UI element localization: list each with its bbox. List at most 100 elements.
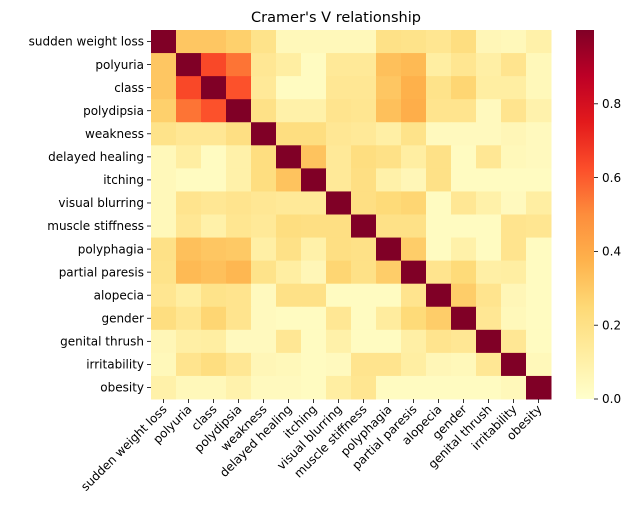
heatmap-cell (226, 99, 252, 123)
heatmap-cell (351, 76, 377, 100)
heatmap-cell (251, 329, 277, 354)
heatmap-cell (151, 260, 177, 285)
heatmap-cell (376, 237, 402, 262)
heatmap-cell (376, 30, 402, 54)
heatmap-cell (176, 283, 202, 308)
heatmap-cell (351, 375, 377, 400)
heatmap-cell (176, 30, 202, 54)
heatmap-cell (201, 191, 227, 215)
heatmap-cell (401, 329, 427, 354)
heatmap-cell (476, 237, 502, 262)
heatmap-cell (351, 122, 377, 146)
heatmap-cell (226, 168, 252, 192)
heatmap-cell (376, 99, 402, 123)
heatmap-cell (301, 329, 327, 354)
heatmap-cell (151, 375, 177, 400)
heatmap-cell (476, 168, 502, 192)
heatmap-cell (476, 145, 502, 169)
heatmap-cell (351, 191, 377, 215)
heatmap-cell (251, 191, 277, 215)
heatmap-cell (451, 237, 477, 262)
y-tick-label: gender (101, 311, 144, 325)
heatmap-cell (176, 76, 202, 100)
heatmap-cell (401, 53, 427, 77)
heatmap-cell (326, 145, 352, 169)
heatmap-cell (526, 145, 552, 169)
heatmap-cell (201, 99, 227, 123)
heatmap-cell (501, 329, 527, 354)
heatmap-cell (476, 214, 502, 239)
heatmap-cell (476, 30, 502, 54)
heatmap-cell (251, 76, 277, 100)
heatmap-cell (201, 283, 227, 308)
y-tick-label: polyuria (95, 58, 144, 72)
y-tick-label: genital thrush (60, 335, 144, 349)
heatmap-cell (351, 30, 377, 54)
heatmap-cell (351, 352, 377, 377)
heatmap-cell (201, 168, 227, 192)
heatmap-cell (326, 237, 352, 262)
heatmap-cell (301, 375, 327, 400)
heatmap-cell (276, 260, 302, 285)
heatmap-cell (326, 122, 352, 146)
heatmap-cell (301, 306, 327, 331)
heatmap-cell (351, 329, 377, 354)
heatmap-cell (201, 53, 227, 77)
colorbar-scale (576, 30, 594, 399)
heatmap-cell (251, 306, 277, 331)
heatmap-cell (401, 168, 427, 192)
heatmap-cell (276, 168, 302, 192)
heatmap-cell (526, 283, 552, 308)
heatmap-cell (326, 352, 352, 377)
heatmap-cell (301, 99, 327, 123)
heatmap-cell (251, 145, 277, 169)
heatmap-cell (226, 329, 252, 354)
heatmap-cell (251, 260, 277, 285)
heatmap-cell (426, 30, 452, 54)
heatmap-cell (201, 306, 227, 331)
heatmap-cell (226, 145, 252, 169)
heatmap-cell (151, 122, 177, 146)
heatmap-cell (226, 352, 252, 377)
y-tick-label: obesity (100, 381, 144, 395)
heatmap-cell (476, 260, 502, 285)
heatmap-cell (276, 375, 302, 400)
heatmap-cell (201, 260, 227, 285)
heatmap-cell (251, 283, 277, 308)
heatmap-cell (451, 214, 477, 239)
heatmap-cell (251, 122, 277, 146)
heatmap-cell (501, 214, 527, 239)
heatmap-cell (401, 237, 427, 262)
heatmap-cell (276, 145, 302, 169)
heatmap-cell (176, 237, 202, 262)
heatmap-cell (501, 375, 527, 400)
heatmap-cell (426, 260, 452, 285)
y-tick-label: muscle stiffness (47, 219, 144, 233)
heatmap-cell (501, 30, 527, 54)
heatmap-cell (476, 99, 502, 123)
heatmap-cell (526, 168, 552, 192)
heatmap-cell (151, 283, 177, 308)
heatmap-cell (251, 53, 277, 77)
heatmap-cell (301, 237, 327, 262)
colorbar-tick-label: 0.2 (602, 318, 621, 332)
heatmap-cell (351, 283, 377, 308)
heatmap-cell (476, 352, 502, 377)
heatmap-cell (476, 122, 502, 146)
heatmap-cell (176, 99, 202, 123)
colorbar-tick-label: 0.6 (602, 171, 621, 185)
y-tick-label: delayed healing (48, 150, 144, 164)
heatmap-cell (301, 352, 327, 377)
heatmap-cell (451, 168, 477, 192)
heatmap-cell (451, 76, 477, 100)
heatmap-cell (526, 76, 552, 100)
heatmap-cell (176, 306, 202, 331)
heatmap-cell (451, 329, 477, 354)
heatmap-cell (526, 237, 552, 262)
heatmap-cell (526, 375, 552, 400)
heatmap-cell (526, 191, 552, 215)
heatmap-cell (226, 237, 252, 262)
heatmap-cell (501, 283, 527, 308)
heatmap-cell (326, 329, 352, 354)
heatmap-cell (226, 283, 252, 308)
